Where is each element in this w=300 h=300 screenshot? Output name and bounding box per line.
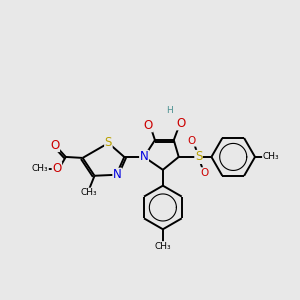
Text: O: O [176, 117, 185, 130]
Text: O: O [52, 162, 62, 175]
Text: N: N [140, 150, 148, 164]
Text: O: O [188, 136, 196, 146]
Text: H: H [167, 106, 173, 115]
Text: CH₃: CH₃ [32, 164, 48, 173]
Text: CH₃: CH₃ [154, 242, 171, 250]
Text: S: S [195, 150, 202, 164]
Text: O: O [200, 168, 208, 178]
Text: CH₃: CH₃ [80, 188, 97, 197]
Text: S: S [105, 136, 112, 148]
Text: O: O [50, 139, 59, 152]
Text: N: N [113, 168, 122, 181]
Text: O: O [143, 119, 153, 132]
Text: CH₃: CH₃ [262, 152, 279, 161]
